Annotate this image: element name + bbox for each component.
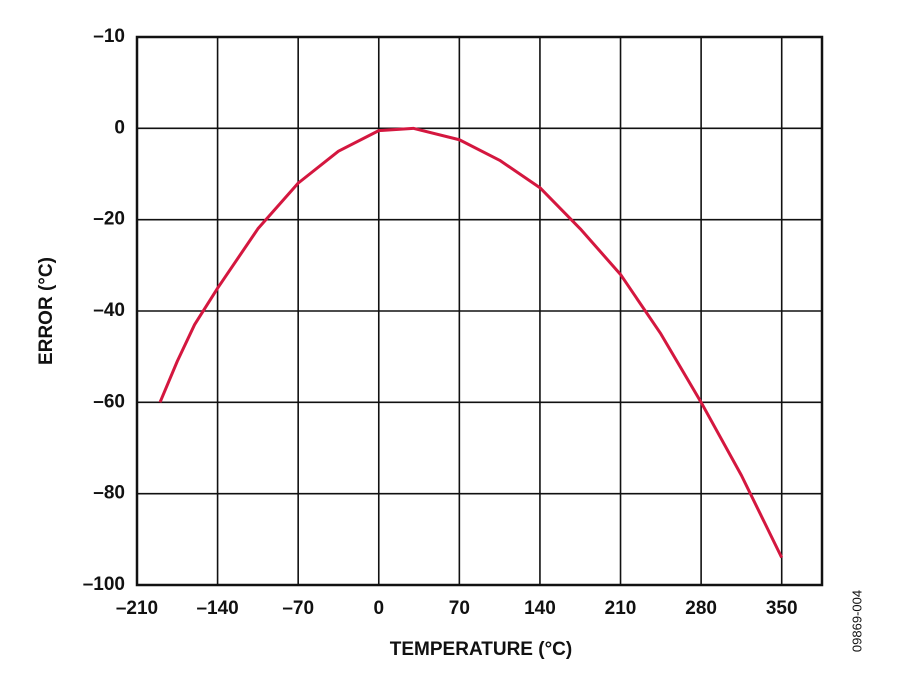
x-tick-label: 0 <box>373 598 384 619</box>
x-tick-label: –140 <box>196 598 238 619</box>
y-tick-label: –80 <box>93 483 125 504</box>
x-tick-label: 280 <box>685 598 717 619</box>
x-tick-label: 140 <box>524 598 556 619</box>
figure-id: 09869-004 <box>849 590 864 652</box>
x-tick-label: 350 <box>766 598 798 619</box>
y-tick-label: –100 <box>83 574 125 595</box>
y-tick-label: –20 <box>93 209 125 230</box>
plot-frame <box>135 35 824 587</box>
x-tick-label: 70 <box>449 598 470 619</box>
x-tick-label: 210 <box>605 598 637 619</box>
x-tick-label: –210 <box>116 598 158 619</box>
x-axis-label: TEMPERATURE (°C) <box>390 639 572 660</box>
y-tick-label: 0 <box>114 117 125 138</box>
x-tick-label: –70 <box>282 598 314 619</box>
y-axis-label: ERROR (°C) <box>36 257 57 365</box>
line-series <box>158 126 784 559</box>
y-tick-label: –10 <box>93 26 125 47</box>
y-tick-label: –40 <box>93 300 125 321</box>
y-tick-label: –60 <box>93 391 125 412</box>
